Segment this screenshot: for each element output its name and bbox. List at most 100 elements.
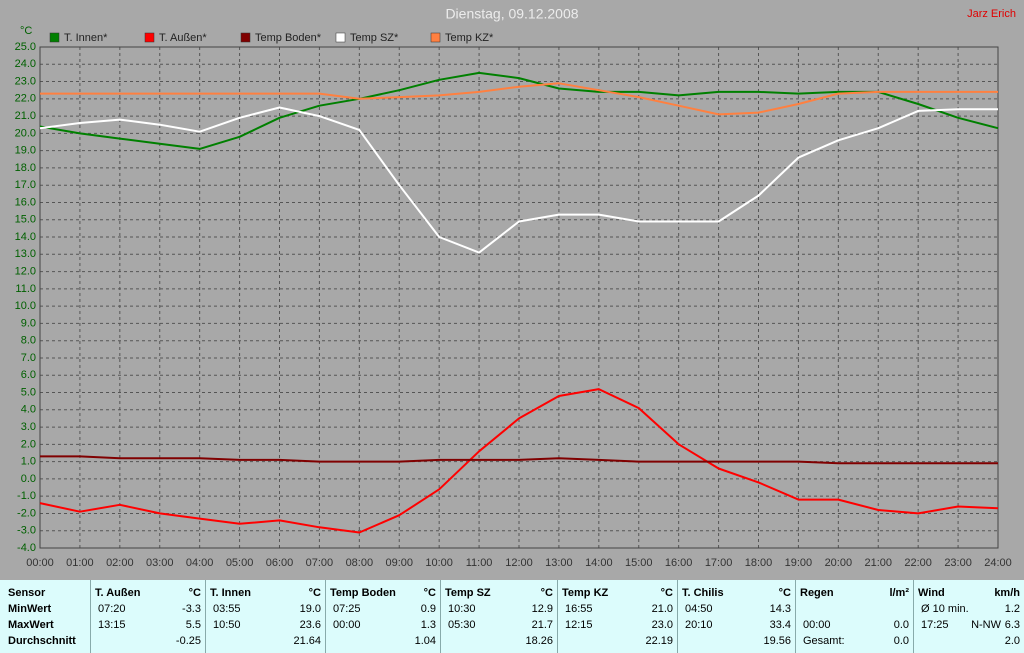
legend-label: Temp KZ* — [445, 32, 494, 44]
cell-time: 17:25 — [921, 619, 949, 631]
y-tick-label: 18.0 — [15, 162, 36, 174]
legend-label: T. Innen* — [64, 32, 108, 44]
y-tick-label: 7.0 — [21, 352, 36, 364]
x-tick-label: 07:00 — [306, 557, 334, 569]
cell-time: Ø 10 min. — [921, 603, 969, 615]
y-tick-label: 3.0 — [21, 421, 36, 433]
cell-value: 0.9 — [420, 603, 436, 615]
author: Jarz Erich — [967, 8, 1016, 20]
x-tick-label: 13:00 — [545, 557, 573, 569]
row-label: MinWert — [8, 603, 52, 615]
cell-time: 20:10 — [685, 619, 713, 631]
x-tick-label: 22:00 — [904, 557, 932, 569]
cell-value: 2.0 — [1004, 635, 1020, 647]
legend-label: Temp Boden* — [255, 32, 322, 44]
chart-title: Dienstag, 09.12.2008 — [445, 6, 578, 22]
cell-value: 18.26 — [525, 635, 553, 647]
y-tick-label: 23.0 — [15, 75, 36, 87]
legend-marker — [430, 32, 441, 43]
series-line — [40, 82, 998, 116]
cell-value: 22.19 — [645, 635, 673, 647]
y-tick-label: -3.0 — [17, 525, 36, 537]
y-tick-label: 10.0 — [15, 300, 36, 312]
column-unit: °C — [660, 587, 673, 599]
x-tick-label: 06:00 — [266, 557, 294, 569]
y-tick-label: 17.0 — [15, 179, 36, 191]
y-tick-label: 5.0 — [21, 386, 36, 398]
column-separator — [90, 580, 91, 653]
x-tick-label: 11:00 — [466, 557, 493, 569]
column-separator — [557, 580, 558, 653]
cell-value: 19.0 — [299, 603, 321, 615]
row-label: Durchschnitt — [8, 635, 76, 647]
y-tick-label: 16.0 — [15, 196, 36, 208]
column-separator — [795, 580, 796, 653]
summary-table: Sensor MinWert MaxWert Durchschnitt T. Außen… — [0, 580, 1024, 653]
legend-marker — [240, 32, 251, 43]
column-unit: km/h — [994, 587, 1020, 599]
cell-time: 00:00 — [333, 619, 361, 631]
column-unit: °C — [778, 587, 791, 599]
y-tick-label: 2.0 — [21, 438, 36, 450]
column-unit: l/m² — [889, 587, 909, 599]
y-tick-label: 15.0 — [15, 214, 36, 226]
cell-value: 21.7 — [531, 619, 553, 631]
x-tick-label: 03:00 — [146, 557, 174, 569]
cell-time: 03:55 — [213, 603, 241, 615]
cell-value: 1.3 — [420, 619, 436, 631]
column-header: Temp Boden — [330, 587, 396, 599]
x-tick-label: 10:00 — [425, 557, 453, 569]
x-tick-label: 00:00 — [26, 557, 54, 569]
y-tick-label: 0.0 — [21, 473, 36, 485]
cell-time: 00:00 — [803, 619, 831, 631]
y-tick-label: 4.0 — [21, 404, 36, 416]
y-tick-label: 24.0 — [15, 58, 36, 70]
cell-value: 21.64 — [293, 635, 321, 647]
y-tick-label: 1.0 — [21, 456, 36, 468]
x-tick-label: 24:00 — [984, 557, 1012, 569]
column-separator — [677, 580, 678, 653]
cell-time: 12:15 — [565, 619, 593, 631]
column-header: Regen — [800, 587, 834, 599]
column-separator — [205, 580, 206, 653]
y-tick-label: 13.0 — [15, 248, 36, 260]
cell-value: 5.5 — [185, 619, 201, 631]
legend-marker — [49, 32, 60, 43]
column-separator — [325, 580, 326, 653]
column-unit: °C — [540, 587, 553, 599]
column-header: Wind — [918, 587, 945, 599]
x-tick-label: 08:00 — [346, 557, 374, 569]
x-tick-label: 18:00 — [745, 557, 773, 569]
x-tick-label: 12:00 — [505, 557, 533, 569]
chart: Dienstag, 09.12.2008 Jarz Erich °C 25.0 2… — [15, 6, 1016, 569]
x-tick-label: 01:00 — [66, 557, 94, 569]
y-tick-label: -1.0 — [17, 490, 36, 502]
y-tick-label: 12.0 — [15, 265, 36, 277]
column-unit: °C — [188, 587, 201, 599]
cell-value: -3.3 — [182, 603, 201, 615]
cell-time: 16:55 — [565, 603, 593, 615]
x-tick-label: 16:00 — [665, 557, 693, 569]
sensor-header: Sensor — [8, 587, 46, 599]
series-line — [40, 455, 998, 465]
x-tick-label: 21:00 — [864, 557, 892, 569]
column-header: T. Außen — [95, 587, 141, 599]
series-line — [39, 71, 999, 150]
cell-time: 04:50 — [685, 603, 713, 615]
y-tick-label: 25.0 — [15, 41, 36, 53]
column-header: T. Chilis — [682, 587, 724, 599]
cell-time: 05:30 — [448, 619, 476, 631]
cell-time: 10:50 — [213, 619, 241, 631]
cell-value: 0.0 — [893, 635, 909, 647]
y-tick-label: 6.0 — [21, 369, 36, 381]
x-tick-label: 23:00 — [944, 557, 972, 569]
y-tick-label: 8.0 — [21, 335, 36, 347]
column-separator — [440, 580, 441, 653]
cell-extra: N-NW — [971, 619, 1001, 631]
cell-value: 23.0 — [651, 619, 673, 631]
legend-label: Temp SZ* — [350, 32, 399, 44]
column-header: Temp SZ — [445, 587, 491, 599]
y-tick-label: 9.0 — [21, 317, 36, 329]
y-axis-label: °C — [20, 25, 32, 37]
